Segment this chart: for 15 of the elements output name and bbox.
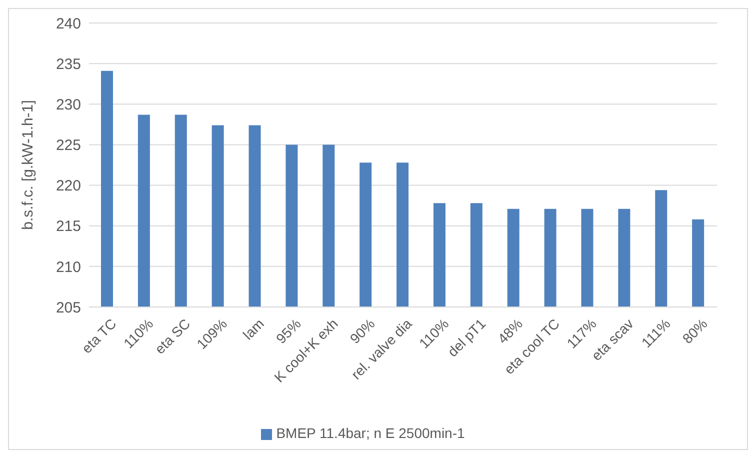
y-tick-label: 240 xyxy=(56,15,81,32)
y-tick-label: 235 xyxy=(56,56,81,73)
y-tick-label: 210 xyxy=(56,258,81,276)
x-tick-label: 80% xyxy=(679,315,710,347)
legend-label: BMEP 11.4bar; n E 2500min-1 xyxy=(276,425,465,441)
y-tick-label: 230 xyxy=(56,96,81,114)
y-tick-label: 205 xyxy=(56,299,81,316)
y-axis-title: b.s.f.c. [g.kW-1.h-1] xyxy=(19,100,36,230)
x-tick-label: lam xyxy=(240,315,268,343)
x-tick-label: eta TC xyxy=(78,315,120,356)
y-tick-label: 225 xyxy=(56,137,81,154)
x-tick-label: eta SC xyxy=(152,315,194,358)
y-tick-label: 215 xyxy=(56,218,81,236)
x-tick-label: 48% xyxy=(494,315,526,347)
y-tick-label: 220 xyxy=(56,178,81,195)
